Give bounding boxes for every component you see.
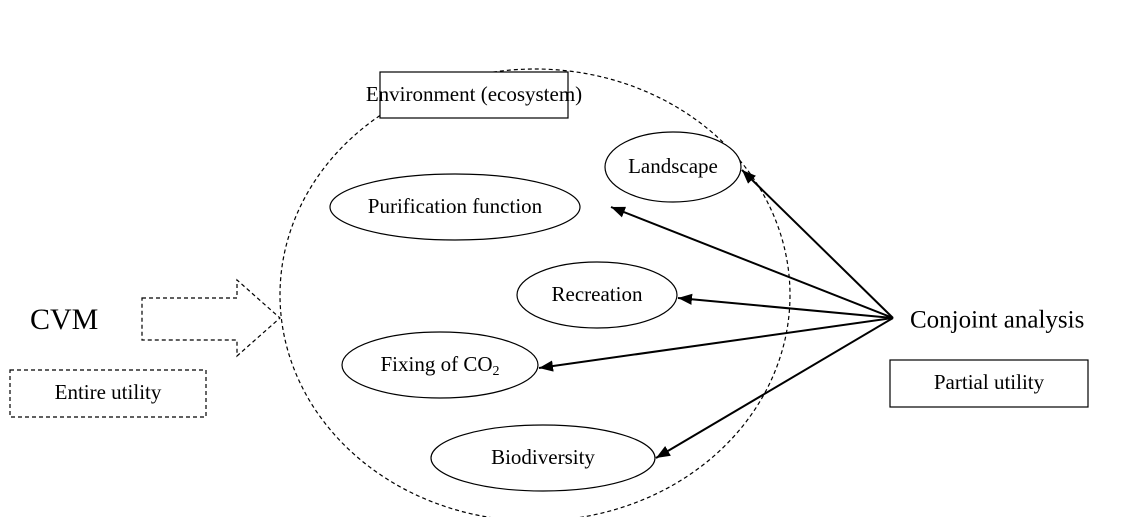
node-label: Biodiversity <box>491 445 595 469</box>
right-utility: Partial utility <box>934 370 1045 394</box>
node-label: Recreation <box>552 282 643 306</box>
node <box>341 331 539 399</box>
arrow <box>655 317 894 459</box>
node-label: Landscape <box>628 154 718 178</box>
node <box>516 261 678 329</box>
arrow <box>677 293 894 319</box>
arrow <box>741 169 894 319</box>
right-method: Conjoint analysis <box>910 307 1084 334</box>
node <box>430 424 656 492</box>
node-label: Purification function <box>368 194 543 218</box>
node-label: Fixing of CO2 <box>380 352 499 379</box>
environment-box <box>379 71 569 119</box>
ecosystem-boundary <box>279 68 791 517</box>
arrow <box>538 317 894 372</box>
node <box>604 131 742 203</box>
left-utility-box <box>9 369 207 418</box>
left-method: CVM <box>30 303 98 336</box>
node-subscript: 2 <box>493 364 500 379</box>
cvm-arrow <box>141 278 281 358</box>
environment-label: Environment (ecosystem) <box>366 82 582 106</box>
left-utility: Entire utility <box>55 380 162 404</box>
node <box>329 173 581 241</box>
node-label: Fixing of CO <box>380 352 492 376</box>
arrow <box>610 206 894 319</box>
right-utility-box <box>889 359 1089 408</box>
